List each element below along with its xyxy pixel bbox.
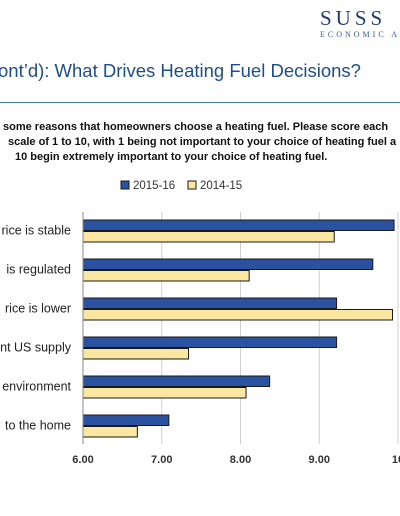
bar xyxy=(82,348,190,360)
bar xyxy=(82,231,335,243)
question-line-3: 10 begin extremely important to your cho… xyxy=(15,151,328,163)
page-title: ont’d): What Drives Heating Fuel Decisio… xyxy=(0,60,361,81)
tick-label: 7.00 xyxy=(151,454,172,466)
legend-swatch xyxy=(120,180,130,190)
legend-label: 2015-16 xyxy=(133,180,175,192)
category-label: rice is stable xyxy=(2,224,72,238)
bar xyxy=(82,387,247,399)
survey-question: some reasons that homeowners choose a he… xyxy=(0,120,400,165)
brand-subtitle: ECONOMIC A xyxy=(320,30,400,39)
category-label: rice is lower xyxy=(5,302,71,316)
bar-chart: 6.00 7.00 8.00 9.00 10 rice is stable is regul… xyxy=(0,180,400,466)
legend-swatch xyxy=(187,180,197,190)
bar xyxy=(82,297,338,309)
legend-label: 2014-15 xyxy=(200,180,242,192)
bar xyxy=(82,219,395,231)
category-label: to the home xyxy=(5,419,71,433)
bar xyxy=(82,258,374,270)
bar xyxy=(82,414,170,426)
category-label: environment xyxy=(2,380,71,394)
bar xyxy=(82,336,338,348)
bar xyxy=(82,426,138,438)
question-line-1: some reasons that homeowners choose a he… xyxy=(3,121,389,133)
bar xyxy=(82,375,271,387)
tick-label: 10 xyxy=(392,454,400,466)
tick-label: 6.00 xyxy=(72,454,93,466)
tick-label: 9.00 xyxy=(309,454,330,466)
brand-name: SUSS xyxy=(320,6,387,30)
tick-label: 8.00 xyxy=(230,454,251,466)
brand-logo: SUSS ECONOMIC A xyxy=(320,6,400,40)
title-divider xyxy=(0,102,400,103)
bar xyxy=(82,270,250,282)
bar xyxy=(82,309,393,321)
question-line-2: scale of 1 to 10, with 1 being not impor… xyxy=(8,136,397,148)
category-label: is regulated xyxy=(6,263,71,277)
category-label: nt US supply xyxy=(0,341,72,355)
